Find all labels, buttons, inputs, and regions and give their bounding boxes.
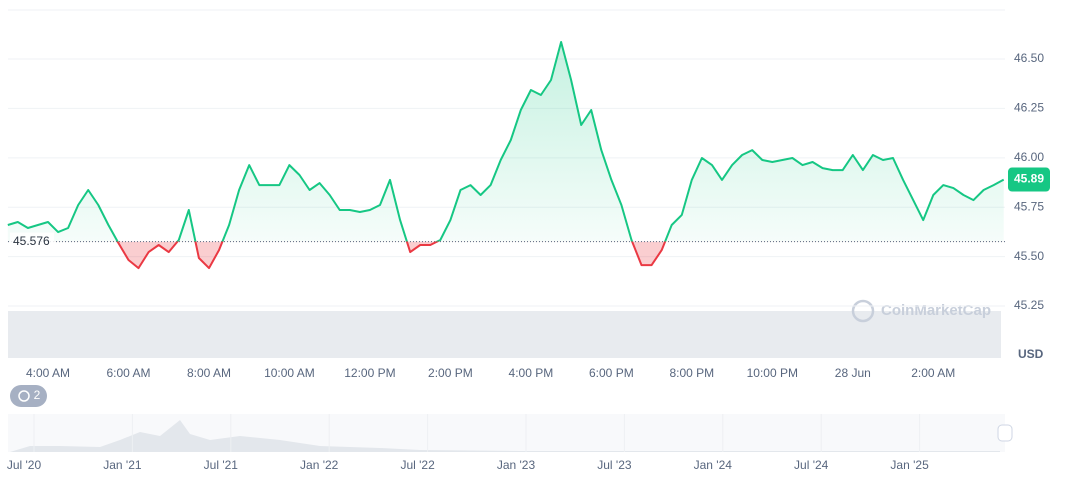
navigator-label: Jan '24 xyxy=(694,458,733,472)
baseline-label: 45.576 xyxy=(13,234,50,248)
x-tick-label: 8:00 AM xyxy=(187,366,231,380)
y-tick-label: 46.50 xyxy=(1014,51,1044,65)
navigator-label: Jan '22 xyxy=(300,458,339,472)
price-line xyxy=(7,41,1005,270)
navigator-label: Jul '23 xyxy=(597,458,632,472)
y-tick-label: 45.75 xyxy=(1014,199,1044,213)
baseline-label-bg xyxy=(10,232,54,251)
x-tick-label: 10:00 AM xyxy=(264,366,315,380)
x-tick-label: 10:00 PM xyxy=(747,366,798,380)
y-tick-label: 45.50 xyxy=(1014,249,1044,263)
navigator-label: Jul '20 xyxy=(7,458,42,472)
navigator-label: Jan '23 xyxy=(497,458,536,472)
y-tick-label: 46.00 xyxy=(1014,150,1044,164)
navigator-handle[interactable] xyxy=(997,424,1013,442)
history-badge[interactable]: 2 xyxy=(10,385,47,407)
watermark-logo xyxy=(851,299,875,323)
x-tick-label: 6:00 PM xyxy=(589,366,634,380)
navigator-label: Jul '21 xyxy=(204,458,239,472)
x-tick-label: 2:00 AM xyxy=(911,366,955,380)
x-tick-label: 28 Jun xyxy=(835,366,871,380)
x-tick-label: 8:00 PM xyxy=(669,366,714,380)
badge-count: 2 xyxy=(34,388,41,402)
navigator-label: Jan '21 xyxy=(103,458,142,472)
price-tag xyxy=(1008,167,1050,192)
x-tick-label: 6:00 AM xyxy=(106,366,150,380)
navigator-sparkline xyxy=(10,420,1000,452)
navigator-label: Jan '25 xyxy=(890,458,929,472)
price-tag-label: 45.89 xyxy=(1014,172,1044,186)
navigator-label: Jul '22 xyxy=(400,458,435,472)
x-tick-label: 4:00 PM xyxy=(509,366,554,380)
navigator-label: Jul '24 xyxy=(794,458,829,472)
y-unit: USD xyxy=(1018,347,1044,361)
watermark: CoinMarketCap xyxy=(881,302,991,319)
x-tick-label: 2:00 PM xyxy=(428,366,473,380)
x-tick-label: 12:00 PM xyxy=(344,366,395,380)
y-tick-label: 45.25 xyxy=(1014,298,1044,312)
x-tick-label: 4:00 AM xyxy=(26,366,70,380)
area xyxy=(7,42,1004,269)
badge-icon xyxy=(18,390,30,402)
volume-strip xyxy=(8,311,1001,358)
y-tick-label: 46.25 xyxy=(1014,101,1044,115)
